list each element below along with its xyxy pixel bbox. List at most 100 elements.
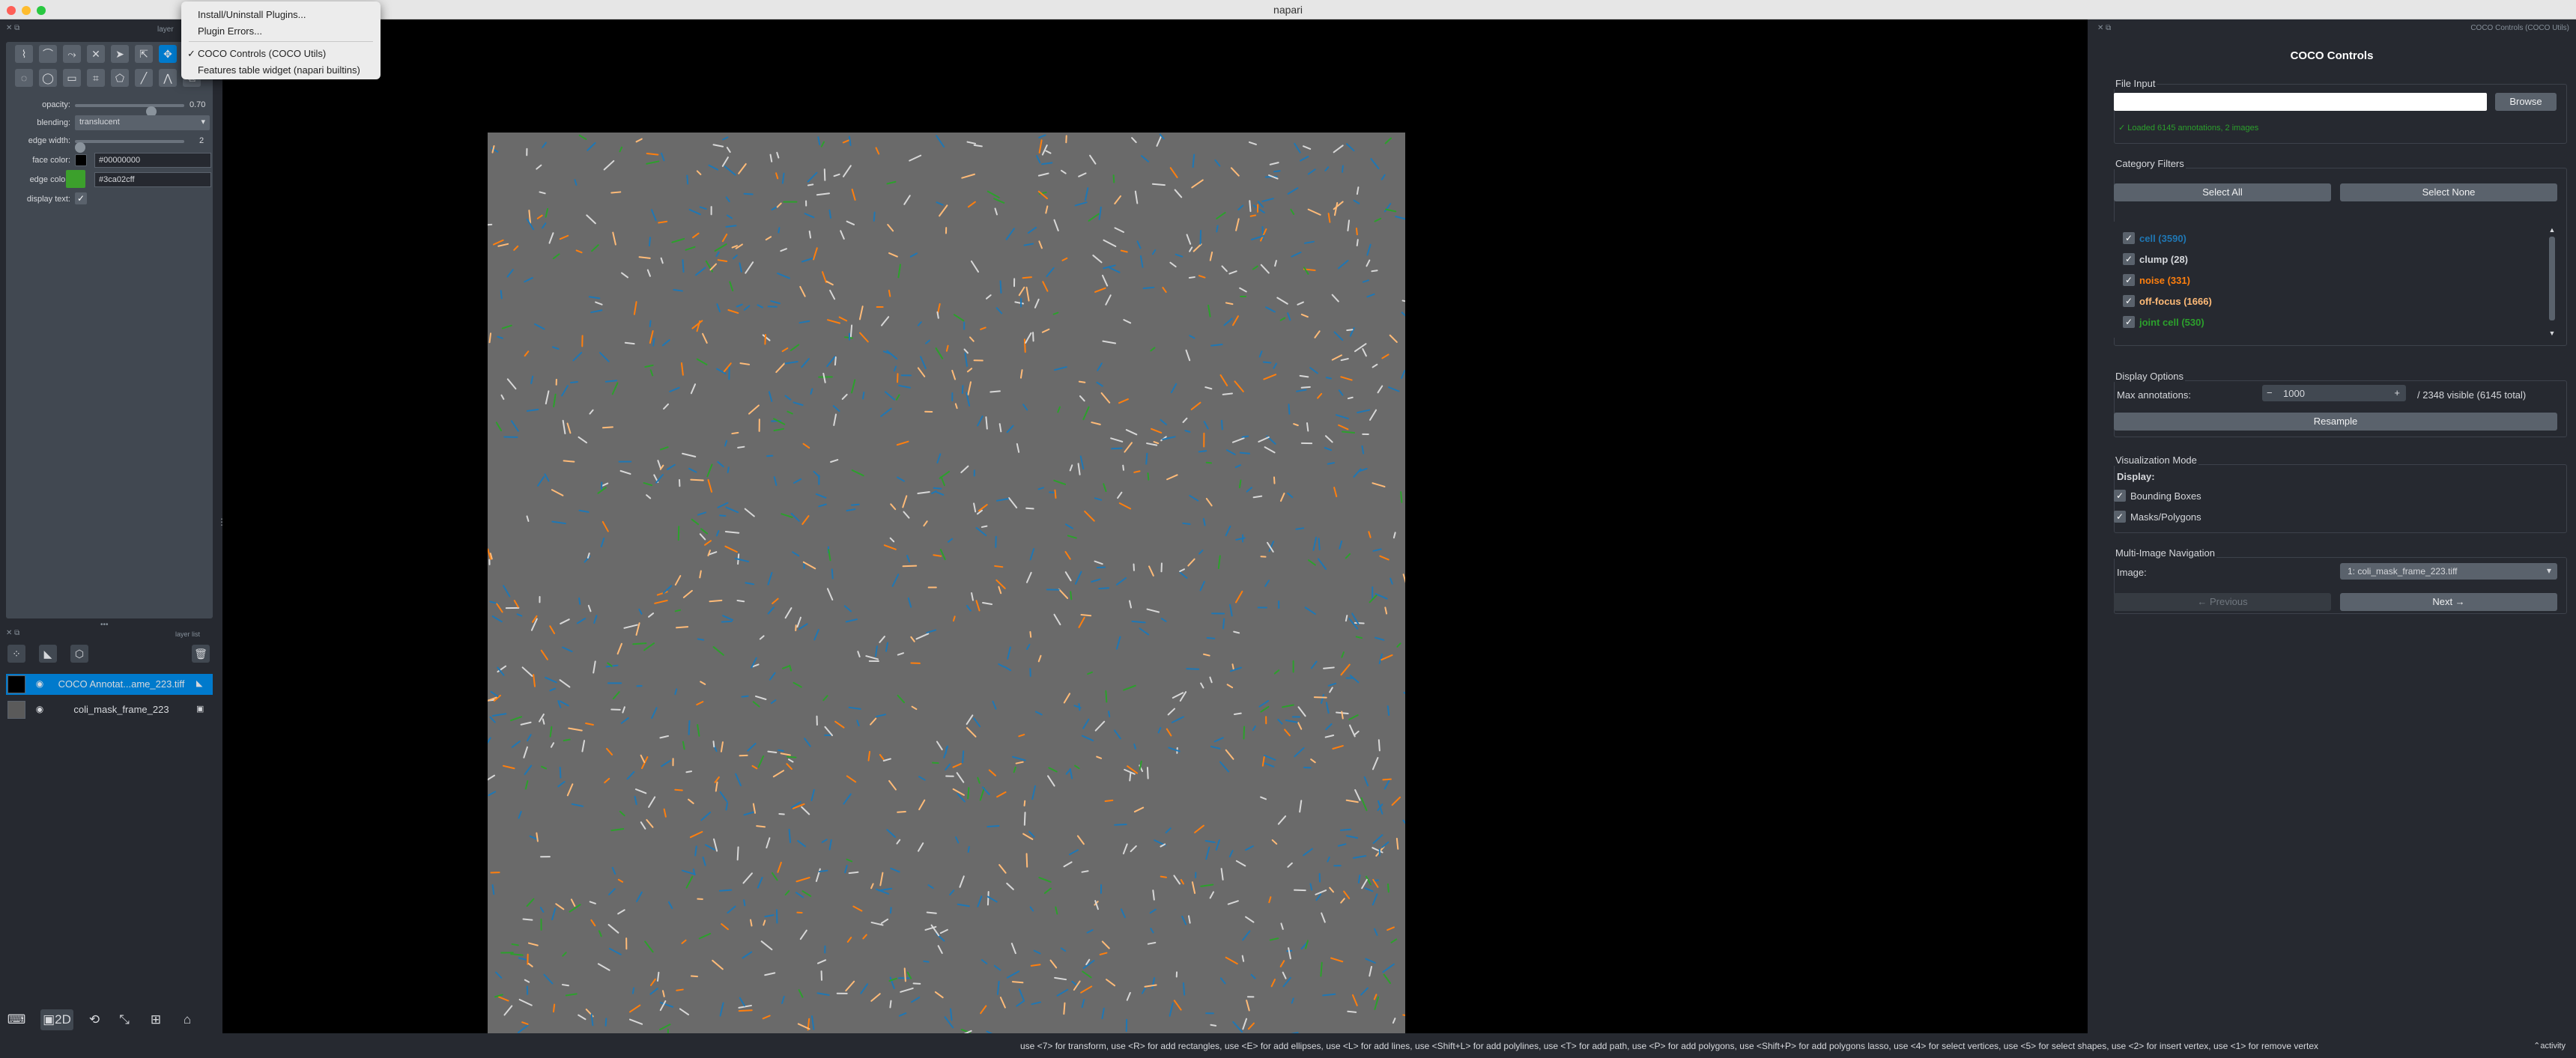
masks-polygons-label: Masks/Polygons <box>2130 511 2201 523</box>
file-path-input[interactable] <box>2114 93 2487 111</box>
scroll-down-icon[interactable]: ▼ <box>2548 329 2556 337</box>
layer-row-mask-image[interactable]: ◉ coli_mask_frame_223 ▣ <box>6 699 213 720</box>
annotation-shape <box>1139 627 1150 636</box>
annotation-shape <box>838 316 848 322</box>
scroll-thumb[interactable] <box>2549 237 2555 320</box>
annotation-shape <box>1025 853 1028 868</box>
category-checkbox[interactable]: ✓ <box>2123 295 2135 307</box>
resample-button[interactable]: Resample <box>2114 413 2557 431</box>
right-dock-float-icon[interactable]: ✕ ⧉ <box>2097 24 2112 32</box>
scroll-up-icon[interactable]: ▲ <box>2548 226 2556 234</box>
face-color-input[interactable]: #00000000 <box>94 153 211 168</box>
close-window-icon[interactable] <box>7 6 16 15</box>
decrement-icon[interactable]: − <box>2267 387 2273 398</box>
annotation-shape <box>1384 606 1388 615</box>
shape-lasso-icon[interactable]: ⌇ <box>15 45 33 63</box>
blending-select[interactable]: translucent ▾ <box>75 115 210 130</box>
console-icon[interactable]: ⌨ <box>7 1012 26 1027</box>
polygon-icon[interactable]: ⬠ <box>111 69 129 87</box>
display-text-checkbox[interactable]: ✓ <box>75 192 87 204</box>
eye-icon[interactable]: ◉ <box>35 704 44 714</box>
new-labels-layer-icon[interactable]: ⬡ <box>70 645 88 663</box>
dock-float-icon[interactable]: ✕ ⧉ <box>6 24 20 32</box>
annotation-shape <box>692 232 700 239</box>
ellipse-icon[interactable]: ◯ <box>39 69 57 87</box>
left-dock-splitter-icon[interactable]: ⋮ <box>217 517 226 527</box>
delete-vertex-icon[interactable]: ✕ <box>87 45 105 63</box>
annotation-shape <box>632 642 647 645</box>
eye-icon[interactable]: ◉ <box>35 678 44 689</box>
category-checkbox[interactable]: ✓ <box>2123 253 2135 265</box>
edge-color-swatch[interactable] <box>66 170 85 188</box>
dock-float-icon-2[interactable]: ✕ ⧉ <box>6 629 20 637</box>
new-points-layer-icon[interactable]: ⁘ <box>7 645 25 663</box>
max-annotations-spinbox[interactable]: − 1000 + <box>2262 385 2406 401</box>
polyline-icon[interactable]: ⤳ <box>63 45 81 63</box>
menu-item-install-plugins[interactable]: Install/Uninstall Plugins... <box>198 9 306 20</box>
insert-vertex-icon[interactable]: ⌗ <box>87 69 105 87</box>
select-all-button[interactable]: Select All <box>2114 183 2331 201</box>
category-checkbox[interactable]: ✓ <box>2123 232 2135 244</box>
next-button[interactable]: Next → <box>2340 593 2557 611</box>
previous-button[interactable]: ← Previous <box>2114 593 2331 611</box>
annotation-shape <box>870 921 884 926</box>
edge-color-input[interactable]: #3ca02cff <box>94 172 211 187</box>
browse-button[interactable]: Browse <box>2495 93 2557 111</box>
edge-width-slider-handle[interactable] <box>75 142 85 153</box>
annotation-shape <box>1042 281 1049 292</box>
zoom-window-icon[interactable] <box>37 6 46 15</box>
annotation-shape <box>1152 890 1155 901</box>
masks-polygons-checkbox[interactable]: ✓ <box>2114 511 2126 523</box>
lasso-icon[interactable]: ◌ <box>15 69 33 87</box>
path-icon[interactable]: ⌒ <box>39 45 57 63</box>
add-polyline-icon[interactable]: ⋀ <box>159 69 177 87</box>
select-shape-icon[interactable]: ➤ <box>111 45 129 63</box>
category-checkbox[interactable]: ✓ <box>2123 316 2135 328</box>
opacity-slider-handle[interactable] <box>146 106 157 117</box>
edge-width-slider[interactable] <box>75 140 184 153</box>
layer-row-coco-annotations[interactable]: ◉ COCO Annotat...ame_223.tiff ◣ <box>6 674 213 695</box>
menu-item-features-table[interactable]: Features table widget (napari builtins) <box>198 64 360 76</box>
annotation-shape <box>1307 559 1316 566</box>
select-none-button[interactable]: Select None <box>2340 183 2557 201</box>
opacity-slider[interactable] <box>75 104 184 117</box>
transform-icon[interactable]: ✥ <box>159 45 177 63</box>
bounding-boxes-checkbox[interactable]: ✓ <box>2114 490 2126 502</box>
menu-item-plugin-errors[interactable]: Plugin Errors... <box>198 25 262 37</box>
minimize-window-icon[interactable] <box>22 6 31 15</box>
annotation-shape <box>976 509 983 515</box>
new-shapes-layer-icon[interactable]: ◣ <box>39 645 57 663</box>
grid-icon[interactable]: ⊞ <box>150 1012 162 1027</box>
annotation-shape <box>727 308 739 314</box>
roll-icon[interactable]: ⟲ <box>88 1012 100 1027</box>
splitter-handle-icon[interactable]: ••• <box>100 621 109 629</box>
category-scrollbar[interactable]: ▲ ▼ <box>2548 226 2557 337</box>
increment-icon[interactable]: + <box>2394 387 2400 398</box>
home-icon[interactable]: ⌂ <box>183 1012 192 1027</box>
delete-layer-icon[interactable]: 🗑 <box>192 645 210 663</box>
image-select[interactable]: 1: coli_mask_frame_223.tiff ▾ <box>2340 563 2557 580</box>
select-vertex-icon[interactable]: ⇱ <box>135 45 153 63</box>
annotation-shape <box>640 821 646 830</box>
image-canvas[interactable] <box>488 133 1405 1033</box>
annotation-shape <box>626 770 635 780</box>
rectangle-icon[interactable]: ▭ <box>63 69 81 87</box>
annotation-shape <box>522 918 533 921</box>
annotation-shape <box>1364 887 1374 893</box>
line-icon[interactable]: ╱ <box>135 69 153 87</box>
activity-button[interactable]: ⌃activity <box>2533 1041 2566 1051</box>
annotation-shape <box>966 714 974 726</box>
face-color-swatch[interactable] <box>75 154 87 166</box>
annotation-shape <box>986 1030 993 1033</box>
annotation-shape <box>1340 358 1349 362</box>
transpose-icon[interactable]: ⤡ <box>119 1012 130 1027</box>
annotation-shape <box>588 296 601 300</box>
edge-width-value: 2 <box>199 136 204 145</box>
annotation-shape <box>1246 487 1252 493</box>
annotation-shape <box>1213 737 1224 743</box>
ndisplay-icon[interactable]: ▣2D <box>40 1009 73 1030</box>
annotation-shape <box>1147 941 1157 945</box>
menu-item-coco-controls[interactable]: COCO Controls (COCO Utils) <box>198 48 327 59</box>
annotation-shape <box>1026 643 1031 651</box>
category-checkbox[interactable]: ✓ <box>2123 274 2135 286</box>
